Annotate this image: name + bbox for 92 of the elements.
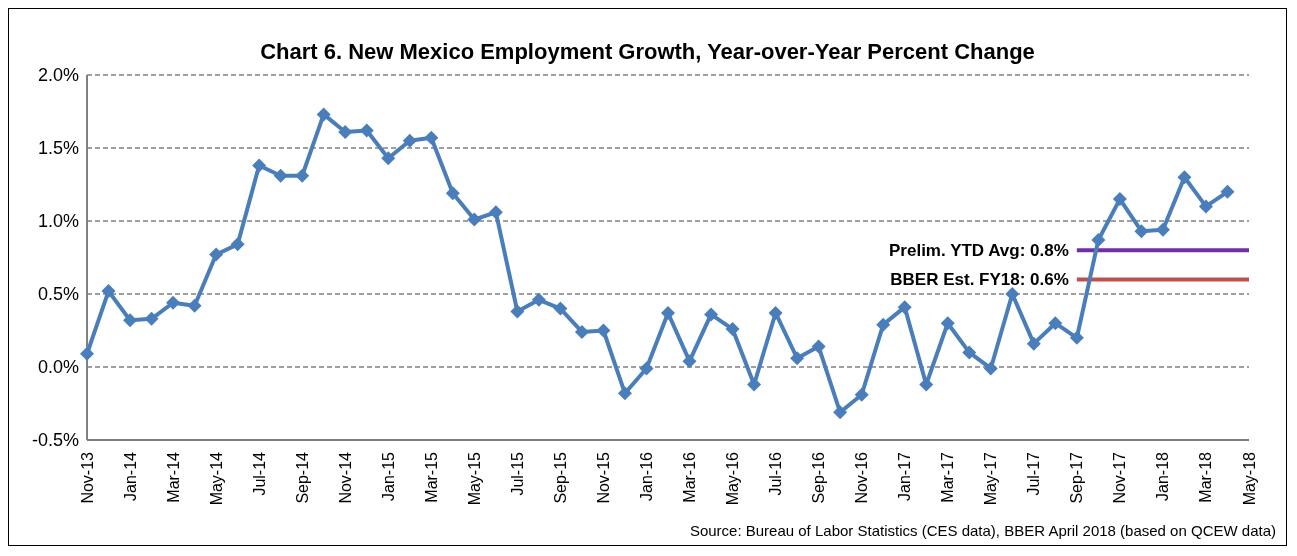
point — [531, 292, 546, 307]
x-tick-label: Mar-15 — [422, 451, 440, 503]
ref-line-label: BBER Est. FY18: 0.6% — [890, 269, 1069, 289]
x-tick-label: Jan-14 — [121, 451, 139, 501]
point — [1069, 330, 1084, 345]
x-tick-label: Mar-17 — [939, 451, 957, 503]
point — [768, 305, 783, 320]
source-note: Source: Bureau of Labor Statistics (CES data), BBER April 2018 (based on QCEW data) — [689, 522, 1276, 539]
x-tick-label: Jul-16 — [767, 451, 785, 496]
point — [1091, 232, 1106, 247]
point — [1005, 287, 1020, 301]
point — [574, 324, 589, 339]
x-tick-label: Nov-13 — [78, 451, 96, 504]
chart-title: Chart 6. New Mexico Employment Growth, Year-over-Year Percent Change — [259, 39, 1036, 65]
point — [1220, 184, 1235, 199]
point — [144, 311, 159, 326]
x-tick-label: Jul-14 — [250, 451, 268, 496]
point — [316, 107, 331, 122]
point — [467, 212, 482, 227]
point — [424, 130, 439, 145]
x-tick-label: Nov-16 — [853, 451, 871, 504]
x-tick-label: Jan-15 — [379, 451, 397, 501]
point — [617, 386, 632, 401]
y-tick-label: 2.0% — [37, 65, 79, 86]
x-tick-label: Nov-14 — [336, 451, 354, 504]
y-tick-label: 0.0% — [37, 357, 79, 378]
x-tick-label: Mar-18 — [1197, 451, 1215, 503]
x-tick-label: May-14 — [207, 451, 225, 506]
point — [445, 186, 460, 201]
x-tick-label: Mar-16 — [681, 451, 699, 503]
point — [1112, 192, 1127, 207]
x-tick-label: May-18 — [1240, 451, 1258, 506]
point — [811, 339, 826, 354]
point — [1026, 336, 1041, 351]
point — [252, 158, 267, 173]
point — [123, 313, 138, 328]
x-tick-label: Mar-14 — [164, 451, 182, 503]
y-tick-label: 1.5% — [37, 138, 79, 159]
point — [1155, 222, 1170, 237]
point — [230, 237, 245, 252]
point — [704, 307, 719, 322]
x-tick-label: Jan-16 — [637, 451, 655, 501]
ref-line-label: Prelim. YTD Avg: 0.8% — [889, 240, 1069, 260]
point — [1198, 199, 1213, 214]
x-tick-label: Nov-15 — [594, 451, 612, 504]
point — [682, 354, 697, 369]
x-tick-label: Sep-17 — [1068, 451, 1086, 504]
x-tick-label: Sep-14 — [293, 451, 311, 504]
point — [553, 301, 568, 316]
y-tick-label: 0.5% — [37, 284, 79, 305]
x-tick-label: Jul-15 — [508, 451, 526, 496]
point — [897, 300, 912, 315]
point — [338, 124, 353, 139]
point — [596, 323, 611, 338]
point — [295, 168, 310, 183]
x-tick-label: Sep-15 — [551, 451, 569, 504]
point — [1134, 224, 1149, 239]
point — [639, 361, 654, 376]
point — [940, 316, 955, 331]
point — [790, 351, 805, 366]
point — [876, 317, 891, 332]
point — [402, 133, 417, 148]
point — [101, 284, 116, 299]
point — [854, 387, 869, 402]
y-tick-label: -0.5% — [31, 430, 79, 451]
x-tick-label: May-17 — [982, 451, 1000, 506]
point — [983, 361, 998, 376]
point — [747, 377, 762, 392]
point — [273, 168, 288, 183]
point — [510, 304, 525, 319]
point — [725, 322, 740, 337]
x-tick-label: Jan-18 — [1154, 451, 1172, 501]
point — [833, 405, 848, 420]
x-tick-label: Jul-17 — [1025, 451, 1043, 496]
point — [488, 205, 503, 220]
x-tick-label: May-16 — [724, 451, 742, 506]
y-tick-label: 1.0% — [37, 211, 79, 232]
point — [962, 345, 977, 360]
x-tick-label: May-15 — [465, 451, 483, 506]
x-tick-label: Sep-16 — [810, 451, 828, 504]
point — [166, 295, 181, 310]
x-tick-label: Jan-17 — [896, 451, 914, 501]
point — [661, 305, 675, 320]
point — [359, 123, 374, 138]
point — [80, 346, 94, 361]
point — [1177, 170, 1192, 185]
point — [919, 377, 934, 392]
point — [381, 151, 396, 166]
point — [1048, 316, 1063, 331]
point — [209, 247, 224, 262]
x-tick-label: Nov-17 — [1111, 451, 1129, 504]
point — [187, 298, 202, 313]
